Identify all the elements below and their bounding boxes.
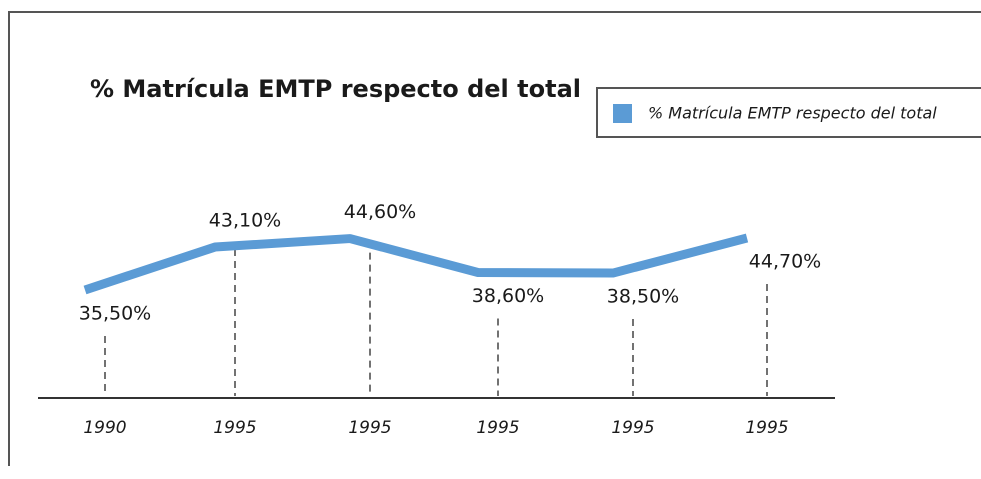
- x-tick-label: 1995: [213, 418, 256, 438]
- data-label: 44,60%: [344, 201, 416, 223]
- x-tick-label: 1995: [476, 418, 519, 438]
- data-label: 38,50%: [607, 286, 679, 308]
- legend: % Matrícula EMTP respecto del total: [596, 87, 981, 138]
- series-line: [83, 233, 749, 295]
- x-tick-label: 1995: [745, 418, 788, 438]
- x-tick-label: 1995: [348, 418, 391, 438]
- data-label: 44,70%: [749, 251, 821, 273]
- legend-box: [596, 87, 981, 138]
- data-label: 35,50%: [79, 303, 151, 325]
- chart-title: % Matrícula EMTP respecto del total: [90, 75, 581, 103]
- data-label: 43,10%: [209, 210, 281, 232]
- x-tick-label: 1995: [611, 418, 654, 438]
- data-label: 38,60%: [472, 285, 544, 307]
- x-tick-label: 1990: [83, 418, 126, 438]
- legend-label: % Matrícula EMTP respecto del total: [648, 104, 937, 123]
- legend-swatch: [613, 104, 632, 123]
